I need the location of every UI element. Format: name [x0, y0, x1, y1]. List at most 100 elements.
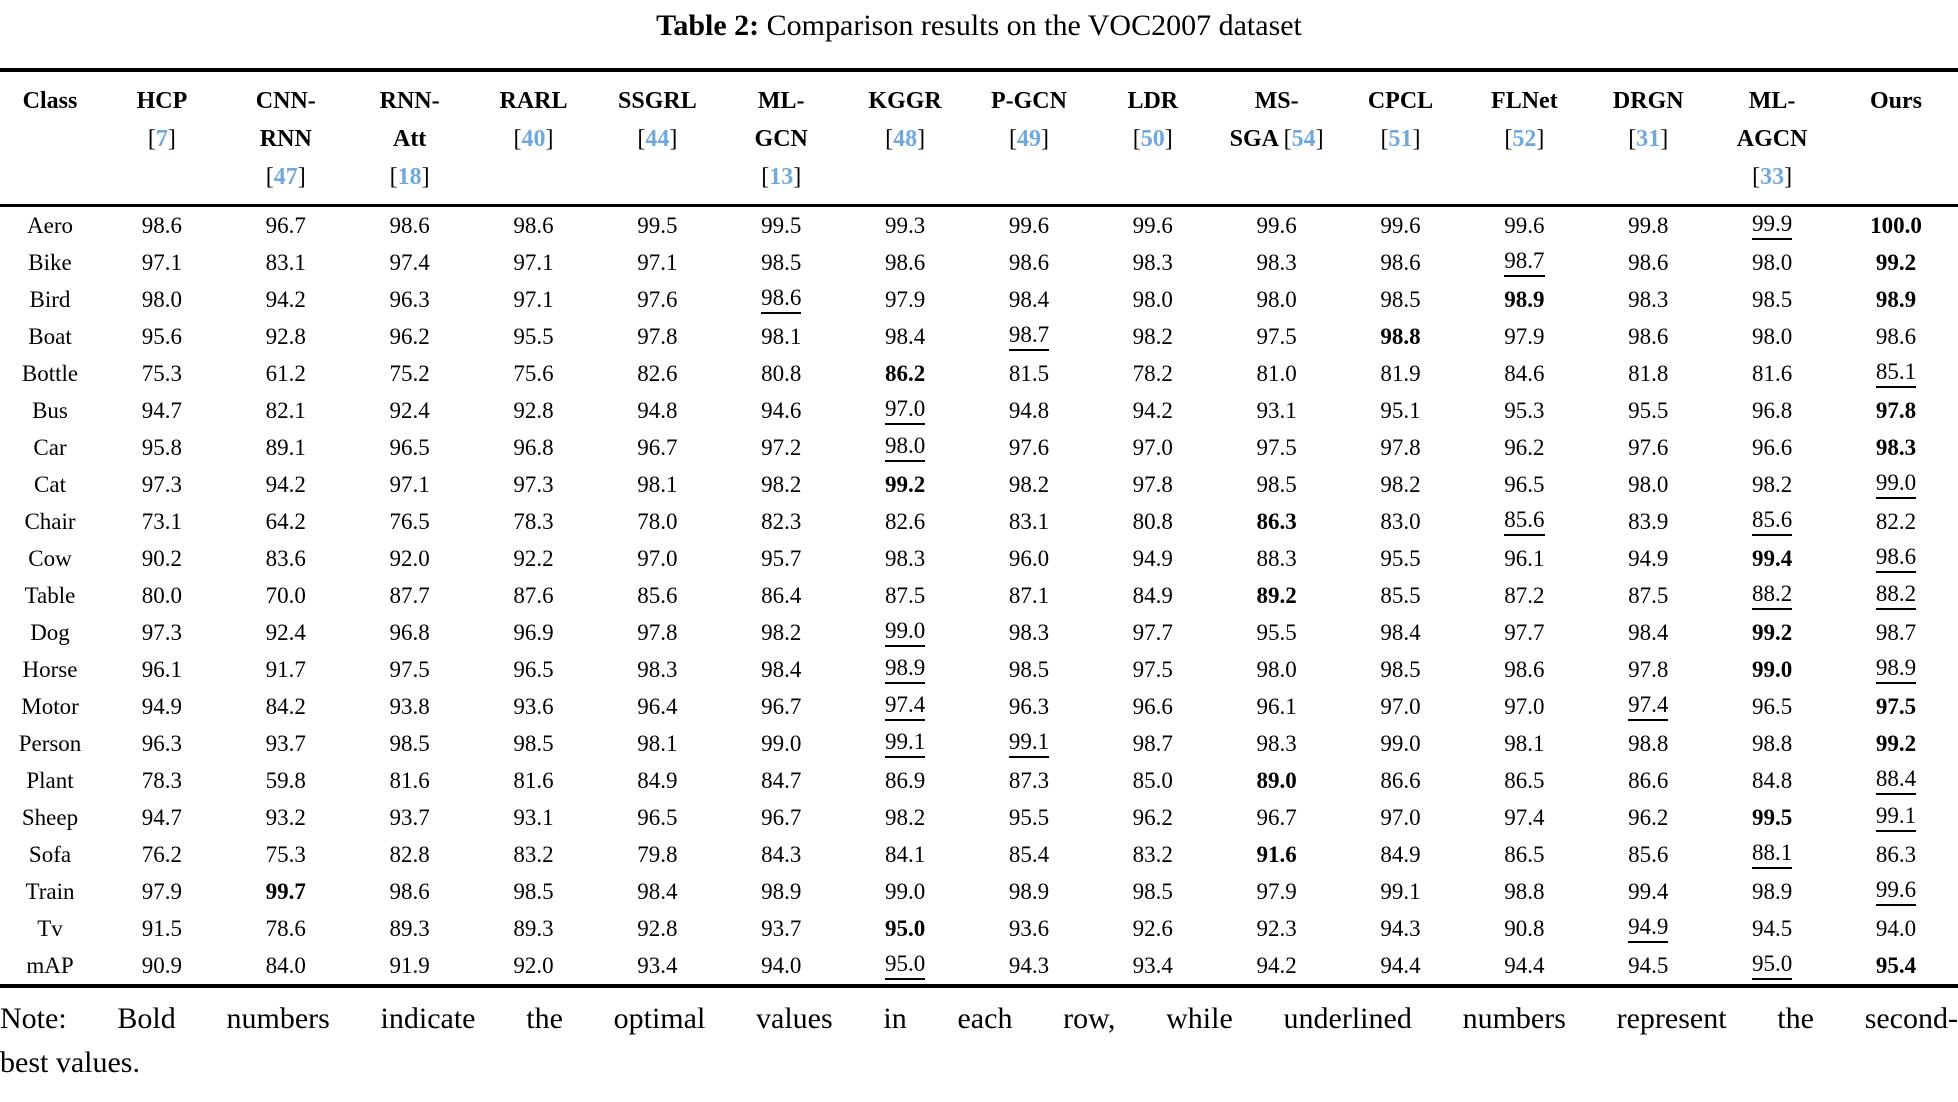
value-cell: 98.0 [1215, 281, 1339, 318]
value: 95.5 [1628, 397, 1669, 423]
citation-bracket: [ [1628, 126, 1637, 152]
header-line: [31] [1586, 120, 1710, 158]
value: 92.8 [265, 323, 306, 349]
value: 97.8 [637, 619, 678, 645]
value: 82.2 [1875, 508, 1917, 534]
value-cell: 95.5 [1215, 614, 1339, 651]
value-cell: 99.0 [719, 725, 843, 762]
value: 93.1 [513, 804, 554, 830]
value-cell: 94.2 [224, 281, 348, 318]
citation-link[interactable]: 47 [273, 164, 298, 190]
value: 73.1 [141, 508, 183, 534]
value-cell: 96.6 [1091, 688, 1215, 725]
value: 97.3 [141, 471, 183, 497]
value-cell: 86.9 [843, 762, 967, 799]
column-header: LDR [50] [1090, 70, 1215, 207]
citation-link[interactable]: 51 [1388, 126, 1413, 152]
value-cell: 85.4 [967, 836, 1091, 873]
value: 92.0 [389, 545, 430, 571]
value: 97.4 [389, 249, 430, 275]
citation-bracket: [ [513, 126, 522, 152]
header-line: [44] [595, 120, 719, 158]
value-cell: 80.0 [100, 577, 224, 614]
citation-link[interactable]: 48 [893, 126, 918, 152]
value-cell: 82.3 [719, 503, 843, 540]
citation-link[interactable]: 31 [1636, 126, 1661, 152]
value: 95.3 [1504, 397, 1545, 423]
best-value: 97.5 [1875, 693, 1917, 719]
citation-link[interactable]: 18 [397, 164, 422, 190]
method-name: LDR [1127, 88, 1179, 114]
value-cell: 98.9 [1834, 651, 1958, 688]
value-cell: 85.5 [1339, 577, 1463, 614]
second-best-value: 98.7 [1504, 249, 1545, 277]
value: 96.9 [513, 619, 554, 645]
method-name: SSGRL [618, 88, 697, 114]
value-cell: 95.0 [843, 910, 967, 947]
value-cell: 82.6 [595, 355, 719, 392]
value-cell: 93.6 [967, 910, 1091, 947]
value-cell: 96.2 [1462, 429, 1586, 466]
citation-bracket: ] [1315, 126, 1324, 152]
value: 99.0 [761, 730, 802, 756]
value: 94.2 [265, 471, 306, 497]
citation-link[interactable]: 44 [645, 126, 670, 152]
value: 98.3 [1256, 249, 1297, 275]
second-best-value: 99.1 [884, 730, 926, 758]
value-cell: 93.4 [595, 947, 719, 986]
value-cell: 87.5 [1586, 577, 1710, 614]
best-value: 99.0 [1751, 656, 1793, 682]
value-cell: 98.5 [1091, 873, 1215, 910]
value-cell: 99.9 [1710, 206, 1834, 245]
column-header-class: Class [0, 70, 100, 207]
citation-link[interactable]: 49 [1016, 126, 1041, 152]
table-caption-label: Table 2: [656, 9, 760, 42]
value-cell: 94.7 [100, 392, 224, 429]
citation-link[interactable]: 54 [1291, 126, 1316, 152]
best-value: 98.9 [1504, 286, 1545, 312]
value-cell: 94.0 [1834, 910, 1958, 947]
value: 96.0 [1008, 545, 1050, 571]
citation-link[interactable]: 40 [521, 126, 546, 152]
value: 98.7 [1132, 730, 1173, 756]
value-cell: 90.8 [1462, 910, 1586, 947]
header-line: [40] [472, 120, 596, 158]
header-line: [49] [967, 120, 1091, 158]
header-line: CNN- [224, 82, 348, 120]
value-cell: 96.4 [595, 688, 719, 725]
value-cell: 76.2 [100, 836, 224, 873]
column-header: SSGRL [44] [595, 70, 720, 207]
value-cell: 98.7 [1091, 725, 1215, 762]
header-line: RNN- [348, 82, 472, 120]
value: 96.7 [761, 804, 802, 830]
value: 97.0 [1380, 693, 1421, 719]
value-cell: 98.6 [348, 873, 472, 910]
citation-link[interactable]: 33 [1760, 164, 1785, 190]
value: 87.3 [1008, 767, 1050, 793]
value: 95.6 [141, 323, 183, 349]
value: 75.6 [513, 360, 554, 386]
value-cell: 83.2 [1091, 836, 1215, 873]
class-cell: Chair [24, 508, 76, 534]
value-cell: 98.6 [1834, 540, 1958, 577]
value-cell: 89.3 [472, 910, 596, 947]
table-header: Class HCP [7] CNN- RNN [47] RNN- Att [18] RARL [40… [0, 70, 1958, 207]
best-value: 99.5 [1751, 804, 1793, 830]
value: 98.0 [1132, 286, 1173, 312]
value: 96.7 [637, 434, 678, 460]
value: 85.4 [1008, 841, 1050, 867]
header-line: FLNet [1462, 82, 1586, 120]
citation-link[interactable]: 7 [155, 126, 168, 152]
value-cell: 99.4 [1586, 873, 1710, 910]
value-cell: 98.5 [719, 244, 843, 281]
value: 94.9 [141, 693, 183, 719]
citation-link[interactable]: 52 [1512, 126, 1537, 152]
table-row: Cat 97.3 94.2 97.1 97.3 98.1 98.2 99.2 98.2 97.8 9… [0, 466, 1958, 503]
citation-link[interactable]: 50 [1140, 126, 1165, 152]
value-cell: 98.2 [1339, 466, 1463, 503]
table-caption-text: Comparison results on the VOC2007 datase… [766, 9, 1302, 42]
citation-bracket: ] [1412, 126, 1421, 152]
value: 93.2 [265, 804, 306, 830]
citation-bracket: ] [1784, 164, 1793, 190]
citation-link[interactable]: 13 [769, 164, 794, 190]
